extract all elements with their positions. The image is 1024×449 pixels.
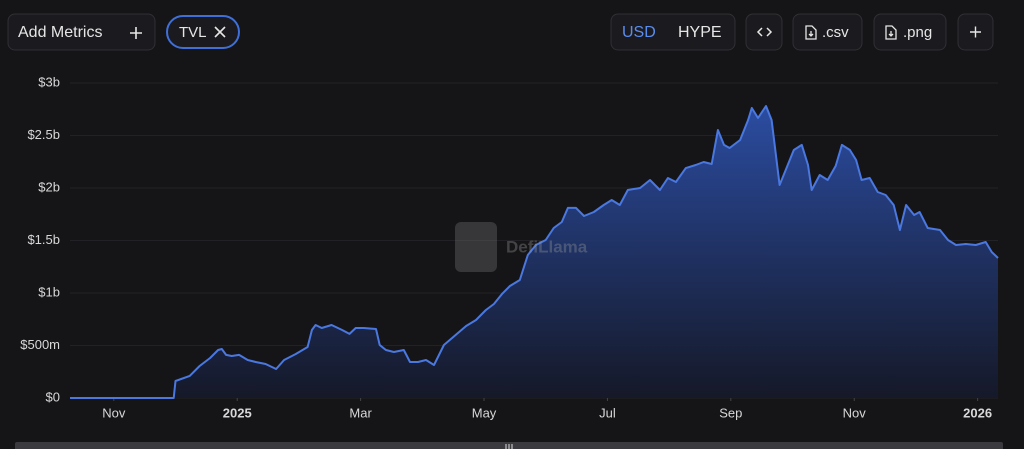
button-label: .png <box>903 24 932 41</box>
x-tick-label: Mar <box>349 405 372 420</box>
pill-bg <box>166 15 240 49</box>
x-tick-label: May <box>472 405 497 420</box>
button-bg <box>745 13 783 51</box>
png-button[interactable]: .png <box>873 13 947 51</box>
y-tick-label: $1.5b <box>27 232 60 247</box>
button-label: .csv <box>822 24 849 41</box>
button-bg <box>7 13 156 51</box>
y-tick-label: $1b <box>38 284 60 299</box>
file-icon <box>885 25 897 40</box>
x-tick-label: Nov <box>102 405 126 420</box>
code-icon <box>756 27 773 37</box>
area-fill <box>70 106 998 398</box>
plot-area: $0 $500m $1b $1.5b $2b $2.5b $3b Nov 2025 Mar May J… <box>20 74 999 420</box>
toggle-bg <box>610 13 736 51</box>
line <box>70 105 999 399</box>
currency-usd[interactable]: USD <box>622 24 656 41</box>
embed-button[interactable] <box>745 13 783 51</box>
button-bg <box>792 13 863 51</box>
watermark: DefiLlama <box>455 222 588 272</box>
y-tick-label: $2.5b <box>27 127 60 142</box>
x-tick-label: 2025 <box>223 405 252 420</box>
close-icon <box>214 26 226 38</box>
x-tick-label: Nov <box>843 405 867 420</box>
y-tick-label: $2b <box>38 179 60 194</box>
plus-icon <box>130 27 142 39</box>
more-button[interactable] <box>957 13 994 51</box>
csv-button[interactable]: .csv <box>792 13 863 51</box>
y-tick-label: $0 <box>46 389 60 404</box>
x-tick-label: Jul <box>599 405 616 420</box>
y-tick-label: $3b <box>38 74 60 89</box>
x-tick-label: Sep <box>719 405 742 420</box>
currency-hype[interactable]: HYPE <box>678 24 722 41</box>
currency-toggle: USD HYPE <box>610 13 736 51</box>
plus-icon <box>970 26 981 38</box>
y-tick-label: $500m <box>20 337 60 352</box>
button-bg <box>873 13 947 51</box>
metric-pill[interactable]: TVL <box>166 15 240 49</box>
pill-label: TVL <box>179 24 207 41</box>
x-tick-label: 2026 <box>963 405 992 420</box>
button-label: Add Metrics <box>18 24 102 41</box>
watermark-text: DefiLlama <box>506 237 588 256</box>
watermark-logo <box>455 222 497 272</box>
file-icon <box>805 25 817 40</box>
add-metrics-button[interactable]: Add Metrics <box>7 13 156 51</box>
scroll-handle[interactable] <box>505 444 513 449</box>
